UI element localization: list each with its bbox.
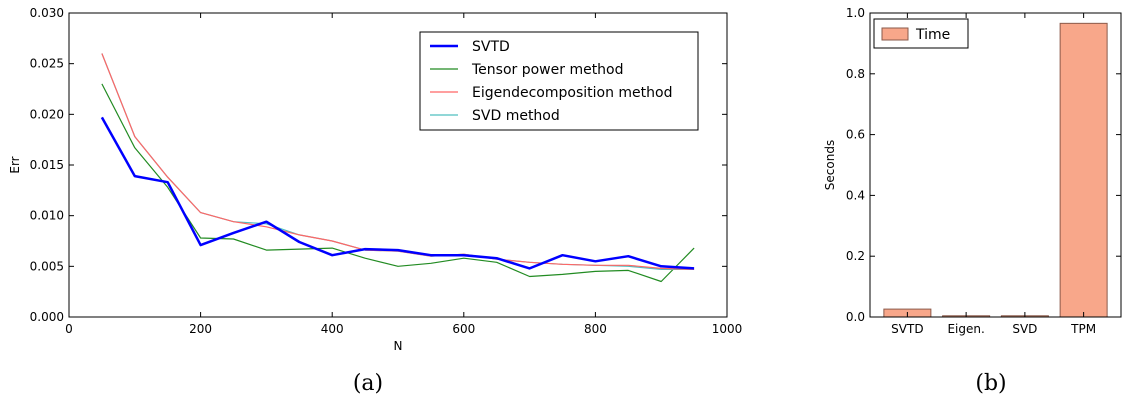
legend-label-a: Tensor power method (471, 62, 624, 78)
caption-b: (b) (975, 371, 1006, 396)
y-tick-label-a: 0.010 (30, 209, 64, 223)
x-tick-label-a: 400 (321, 322, 344, 336)
series-line-tensor-power-method (101, 83, 695, 283)
plot-area-b (869, 12, 1122, 318)
y-axis-label-a: Err (8, 156, 22, 173)
bar-tpm (1059, 22, 1108, 318)
legend-label-a: SVD method (472, 108, 560, 124)
legend-label-b: Time (915, 27, 950, 43)
x-tick-label-b: SVD (1012, 322, 1037, 336)
ticks-b: 0.0 0.2 0.4 0.6 0.8 1.0 SVTD Eigen. SVD TPM (846, 6, 1121, 336)
y-tick-label-a: 0.020 (30, 107, 64, 121)
x-tick-label-a: 800 (584, 322, 607, 336)
y-tick-label-b: 1.0 (846, 6, 865, 20)
legend-swatch-b (881, 27, 909, 41)
y-tick-label-a: 0.025 (30, 57, 64, 71)
x-axis-label-a: N (394, 339, 403, 353)
legend-b: Time (873, 18, 969, 49)
x-tick-label-b: TPM (1070, 322, 1096, 336)
x-tick-label-a: 0 (65, 322, 73, 336)
legend-label-a: SVTD (472, 39, 510, 55)
ticks-a: 0 200 400 600 800 1000 0.000 0.005 0.010 0.015 0.0… (30, 6, 743, 336)
y-tick-label-b: 0.8 (846, 67, 865, 81)
legend-box-a (419, 31, 699, 131)
y-tick-label-b: 0.4 (846, 188, 865, 202)
y-tick-label-b: 0.2 (846, 249, 865, 263)
series-lines-a (100, 53, 695, 283)
line-chart-err-vs-n: 0 200 400 600 800 1000 0.000 0.005 0.010 0.015 0.0… (8, 6, 742, 396)
x-tick-label-b: SVTD (891, 322, 923, 336)
y-tick-label-a: 0.005 (30, 259, 64, 273)
y-tick-label-b: 0.0 (846, 310, 865, 324)
bars-b (883, 22, 1108, 318)
x-tick-label-b: Eigen. (947, 322, 984, 336)
y-tick-label-a: 0.015 (30, 158, 64, 172)
y-tick-label-b: 0.6 (846, 128, 865, 142)
y-axis-label-b: Seconds (823, 140, 837, 190)
y-tick-label-a: 0.030 (30, 6, 64, 20)
x-tick-label-a: 200 (189, 322, 212, 336)
x-tick-label-a: 1000 (712, 322, 743, 336)
legend-a: SVTD Tensor power method Eigendecompositio… (419, 31, 699, 131)
caption-a: (a) (353, 371, 383, 396)
series-line-svtd (100, 116, 695, 270)
x-tick-label-a: 600 (452, 322, 475, 336)
legend-label-a: Eigendecomposition method (472, 85, 672, 101)
bar-chart-time: 0.0 0.2 0.4 0.6 0.8 1.0 SVTD Eigen. SVD TPM Secon… (823, 6, 1122, 396)
y-tick-label-a: 0.000 (30, 310, 64, 324)
